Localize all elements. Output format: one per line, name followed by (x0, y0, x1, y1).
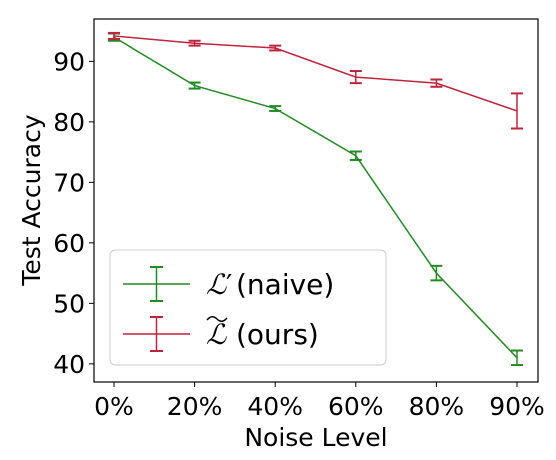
error-bar (349, 150, 362, 161)
error-bar (269, 105, 282, 112)
error-bar (349, 70, 362, 85)
y-tick-label: 60 (53, 229, 85, 258)
y-tick-label: 90 (53, 47, 85, 76)
legend-box (109, 249, 387, 366)
error-bar (430, 264, 443, 282)
error-bar (188, 39, 201, 47)
x-axis-title: Noise Level (244, 423, 387, 452)
x-tick-label: 90% (489, 392, 545, 421)
plot-frame (93, 18, 539, 383)
x-tick-label: 0% (94, 392, 134, 421)
error-bar (188, 81, 201, 90)
error-bar (269, 44, 282, 52)
legend-entry: ℒ ′ (naive) (123, 266, 334, 302)
legend-label: (naive) (236, 268, 334, 301)
legend-math-symbol: ℒ (206, 268, 227, 301)
series-layer (108, 31, 523, 367)
series-line (113, 35, 518, 112)
x-tick-label: 40% (247, 392, 303, 421)
series-group (108, 31, 523, 130)
legend-math-symbol: ℒ (206, 318, 227, 351)
series-group (108, 32, 523, 367)
legend-entry: ℒ (ours) (123, 316, 319, 352)
y-axis-title: Test Accuracy (17, 114, 46, 287)
error-bar (511, 349, 523, 367)
y-tick-label: 50 (53, 289, 85, 318)
legend-entries: ℒ ′ (naive)ℒ (ours) (123, 266, 334, 352)
y-tick-label: 70 (53, 168, 85, 197)
ticks-layer: 0% 20% 40% 60% 80% 90% 40 50 60 70 80 90 (53, 47, 545, 421)
legend-math-prime: ′ (226, 268, 232, 301)
error-bar (511, 92, 523, 130)
legend-label: (ours) (236, 318, 319, 351)
error-bar (108, 31, 120, 40)
legend-tilde (206, 316, 228, 322)
x-tick-label: 60% (328, 392, 384, 421)
x-tick-label: 20% (167, 392, 223, 421)
y-tick-label: 80 (53, 108, 85, 137)
error-bar (430, 78, 443, 88)
y-tick-label: 40 (53, 350, 85, 379)
x-tick-label: 80% (409, 392, 465, 421)
legend: ℒ ′ (naive)ℒ (ours) (109, 249, 387, 366)
series-line (113, 36, 518, 359)
